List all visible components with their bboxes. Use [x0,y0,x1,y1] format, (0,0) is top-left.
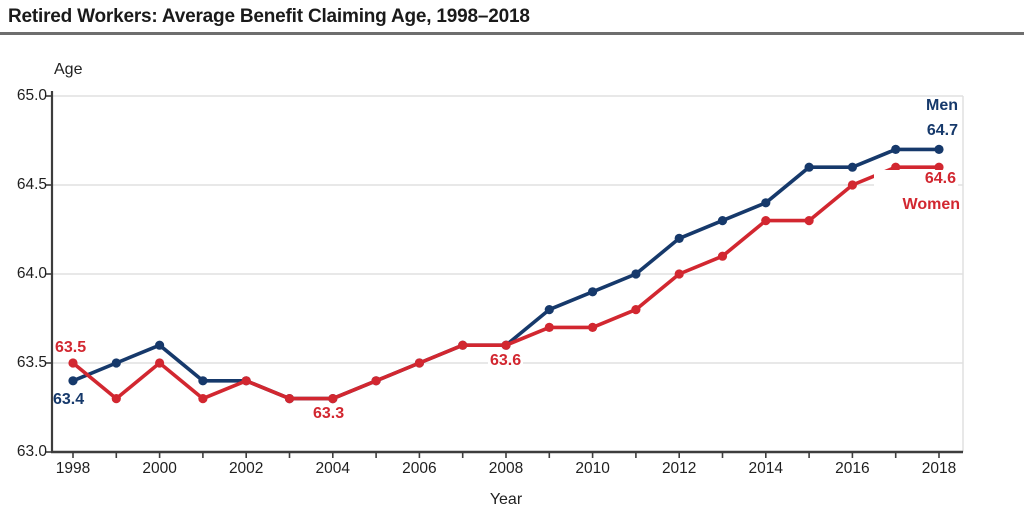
series-label-men: Men [926,97,958,114]
annotation-women-1998: 63.5 [55,339,87,356]
y-tick-label: 63.0 [16,443,47,460]
x-tick-label: 2012 [661,460,697,477]
annotation-men-1998: 63.4 [53,391,85,408]
annotation-women-2004: 63.3 [313,405,345,422]
x-tick-label: 2018 [921,460,957,477]
x-tick-label: 2004 [315,460,351,477]
y-axis-title: Age [54,61,83,78]
x-axis-title: Year [489,491,523,508]
y-tick-label: 64.5 [16,176,47,193]
x-tick-label: 2010 [575,460,610,477]
chart-title: Retired Workers: Average Benefit Claimin… [8,6,530,27]
title-rule [0,32,1024,35]
series-label-women: Women [902,196,960,213]
x-tick-label: 2016 [835,460,870,477]
y-tick-label: 64.0 [16,265,47,282]
x-tick-label: 2006 [402,460,437,477]
y-tick-label: 65.0 [16,87,47,104]
annotation-men-2018: 64.7 [926,122,958,139]
annotation-women-2018: 64.6 [874,170,958,187]
y-tick-label: 63.5 [16,354,47,371]
x-tick-label: 2008 [488,460,524,477]
x-tick-label: 2002 [228,460,264,477]
annotation-women-2008: 63.6 [488,352,524,369]
x-tick-label: 2014 [748,460,784,477]
x-tick-label: 2000 [142,460,177,477]
x-tick-label: 1998 [55,460,91,477]
